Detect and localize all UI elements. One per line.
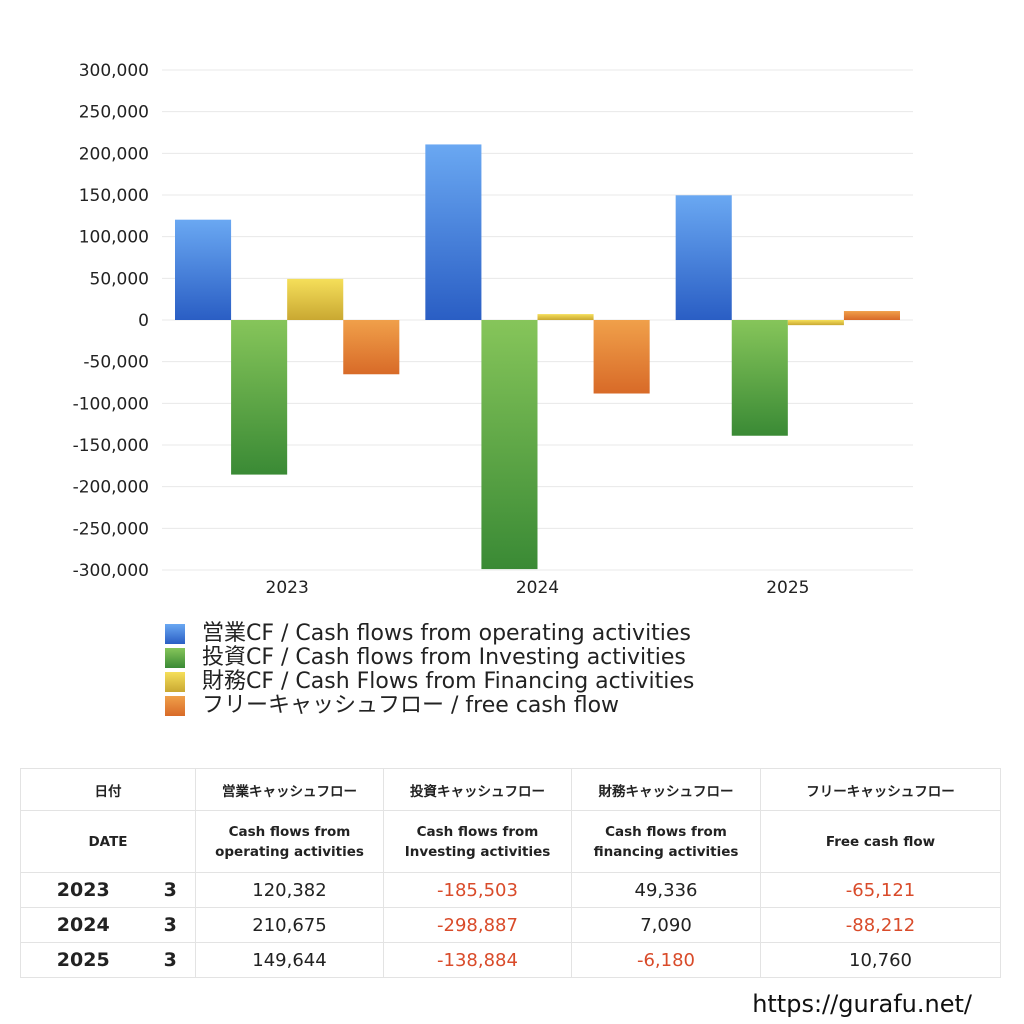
y-tick-label: -250,000 (73, 519, 149, 539)
table-cell: -88,212 (760, 907, 1001, 943)
legend-swatch (165, 696, 185, 716)
bar (537, 314, 594, 320)
legend-swatch (165, 672, 185, 692)
legend-label: 投資CF / Cash flows from Investing activit… (202, 645, 686, 670)
table-cell: -185,503 (383, 872, 572, 908)
y-tick-label: -50,000 (83, 353, 149, 373)
y-tick-label: -200,000 (73, 478, 149, 498)
y-tick-label: -100,000 (73, 394, 149, 414)
y-axis: 300,000 250,000 200,000 150,000 100,000 50,00… (73, 61, 149, 581)
table-row: 2025 3 149,644 -138,884 -6,180 10,760 (20, 942, 1001, 978)
x-tick-label: 2025 (766, 578, 809, 598)
table-header-en: DATE Cash flows from operating activities… (20, 810, 1001, 873)
header-date-en: DATE (20, 810, 196, 873)
row-month: 3 (145, 907, 196, 943)
bar (675, 195, 732, 320)
bar (843, 311, 900, 320)
bar (731, 320, 788, 436)
row-month: 3 (145, 872, 196, 908)
y-tick-label: 150,000 (79, 186, 149, 206)
legend-swatch (165, 648, 185, 668)
row-month: 3 (145, 942, 196, 978)
legend-item: 営業CF / Cash flows from operating activit… (165, 622, 694, 646)
bar (481, 320, 538, 570)
table-cell: -65,121 (760, 872, 1001, 908)
site-url: https://gurafu.net/ (752, 990, 972, 1018)
legend-label: 財務CF / Cash Flows from Financing activit… (202, 669, 695, 694)
bar (175, 219, 232, 320)
bar (343, 320, 400, 375)
header-investing-en: Cash flows from Investing activities (383, 810, 572, 873)
table-row: 2024 3 210,675 -298,887 7,090 -88,212 (20, 907, 1001, 943)
table-cell: 10,760 (760, 942, 1001, 978)
legend-label: フリーキャッシュフロー / free cash flow (202, 693, 620, 718)
table-cell: 120,382 (195, 872, 384, 908)
x-axis: 2023 2024 2025 (266, 578, 810, 598)
header-free-jp: フリーキャッシュフロー (760, 768, 1001, 811)
legend: 営業CF / Cash flows from operating activit… (165, 622, 694, 718)
y-tick-label: 0 (138, 311, 149, 331)
table-cell: 210,675 (195, 907, 384, 943)
table-cell: 7,090 (571, 907, 761, 943)
table-cell: -298,887 (383, 907, 572, 943)
legend-label: 営業CF / Cash flows from operating activit… (202, 621, 691, 646)
grid-lines (162, 69, 913, 571)
bar (787, 320, 844, 326)
bar (425, 144, 482, 320)
table-row: 2023 3 120,382 -185,503 49,336 -65,121 (20, 872, 1001, 908)
legend-item: フリーキャッシュフロー / free cash flow (165, 694, 694, 718)
y-tick-label: 100,000 (79, 228, 149, 248)
bar (593, 320, 650, 394)
table-cell: 49,336 (571, 872, 761, 908)
table-cell: -6,180 (571, 942, 761, 978)
header-investing-jp: 投資キャッシュフロー (383, 768, 572, 811)
header-date-jp: 日付 (20, 768, 196, 811)
header-operating-en: Cash flows from operating activities (195, 810, 384, 873)
y-tick-label: 250,000 (79, 103, 149, 123)
row-year: 2024 (20, 907, 146, 943)
cash-flow-bar-chart: 300,000 250,000 200,000 150,000 100,000 50,00… (73, 61, 913, 598)
header-operating-jp: 営業キャッシュフロー (195, 768, 384, 811)
header-free-en: Free cash flow (760, 810, 1001, 873)
y-tick-label: -300,000 (73, 561, 149, 581)
row-year: 2025 (20, 942, 146, 978)
header-financing-en: Cash flows from financing activities (571, 810, 761, 873)
cash-flow-table: 日付 営業キャッシュフロー 投資キャッシュフロー 財務キャッシュフロー フリーキ… (20, 768, 1001, 978)
bar (287, 278, 344, 320)
y-tick-label: 300,000 (79, 61, 149, 81)
legend-item: 財務CF / Cash Flows from Financing activit… (165, 670, 694, 694)
row-year: 2023 (20, 872, 146, 908)
x-tick-label: 2023 (266, 578, 309, 598)
x-tick-label: 2024 (516, 578, 559, 598)
y-tick-label: 200,000 (79, 144, 149, 164)
bar (231, 320, 288, 475)
header-financing-jp: 財務キャッシュフロー (571, 768, 761, 811)
y-tick-label: -150,000 (73, 436, 149, 456)
table-header-jp: 日付 営業キャッシュフロー 投資キャッシュフロー 財務キャッシュフロー フリーキ… (20, 768, 1001, 811)
y-tick-label: 50,000 (90, 269, 149, 289)
legend-item: 投資CF / Cash flows from Investing activit… (165, 646, 694, 670)
table-cell: 149,644 (195, 942, 384, 978)
legend-swatch (165, 624, 185, 644)
bars (175, 144, 900, 570)
table-cell: -138,884 (383, 942, 572, 978)
